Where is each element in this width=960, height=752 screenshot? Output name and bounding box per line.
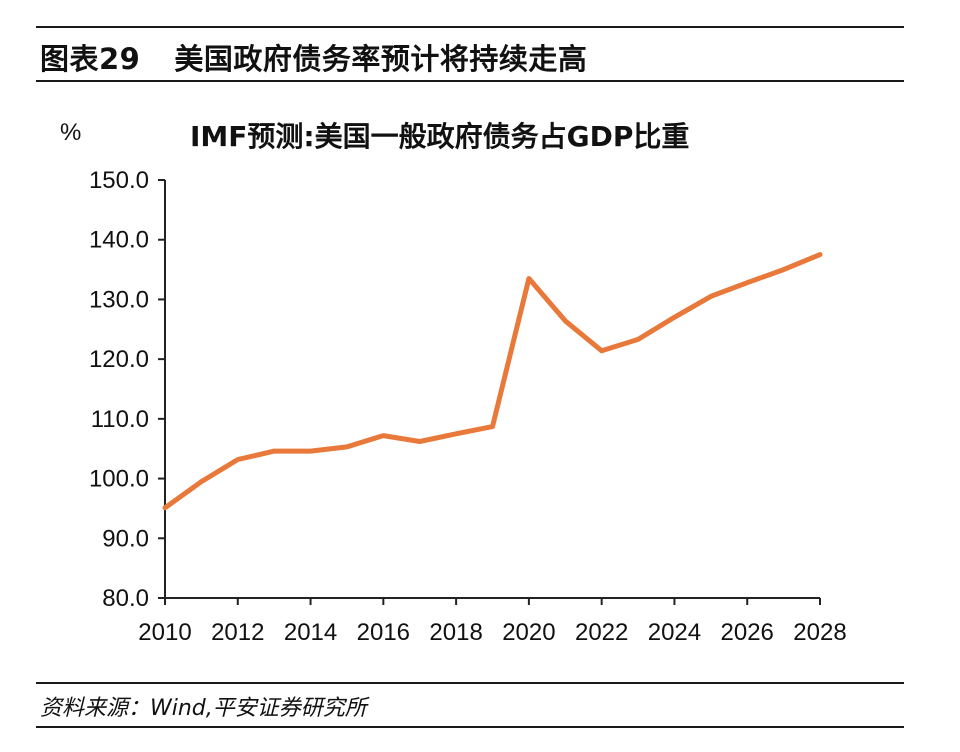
- axes: [158, 179, 821, 605]
- y-tick-label: 150.0: [89, 167, 149, 194]
- x-tick-label: 2016: [357, 619, 410, 646]
- series-line: [162, 252, 823, 511]
- x-tick-label: 2018: [429, 619, 482, 646]
- title-rule: [36, 80, 904, 82]
- y-tick-label: 130.0: [89, 286, 149, 313]
- y-tick-label: 110.0: [91, 406, 149, 433]
- x-tick-label: 2012: [211, 619, 264, 646]
- source-top-rule: [36, 682, 904, 684]
- figure-title: 图表29 美国政府债务率预计将持续走高: [40, 36, 587, 78]
- source-note: 资料来源：Wind,平安证券研究所: [40, 696, 367, 721]
- x-tick-label: 2028: [793, 619, 846, 646]
- x-tick-labels: 2010 2012 2014 2016 2018 2020 2022 2024 2026 2028: [138, 619, 846, 646]
- x-tick-label: 2022: [575, 619, 628, 646]
- x-tick-label: 2020: [502, 619, 555, 646]
- figure-caption: 美国政府债务率预计将持续走高: [174, 42, 588, 76]
- chart-title: IMF预测:美国一般政府债务占GDP比重: [190, 120, 689, 153]
- x-tick-label: 2026: [721, 619, 774, 646]
- y-tick-label: 90.0: [102, 525, 149, 552]
- x-tick-label: 2014: [284, 619, 337, 646]
- top-rule: [36, 26, 904, 28]
- x-tick-label: 2010: [138, 619, 191, 646]
- y-tick-label: 80.0: [102, 585, 149, 612]
- y-tick-label: 100.0: [89, 466, 149, 493]
- y-tick-label: 140.0: [89, 227, 149, 254]
- series-group: [162, 252, 823, 511]
- figure-number: 图表29: [40, 42, 141, 76]
- x-tick-label: 2024: [648, 619, 701, 646]
- y-tick-labels: 80.0 90.0 100.0 110.0 120.0 130.0 140.0 150.0: [89, 167, 149, 612]
- y-axis-unit-label: %: [60, 119, 81, 146]
- y-tick-label: 120.0: [89, 346, 149, 373]
- bottom-rule: [36, 726, 904, 728]
